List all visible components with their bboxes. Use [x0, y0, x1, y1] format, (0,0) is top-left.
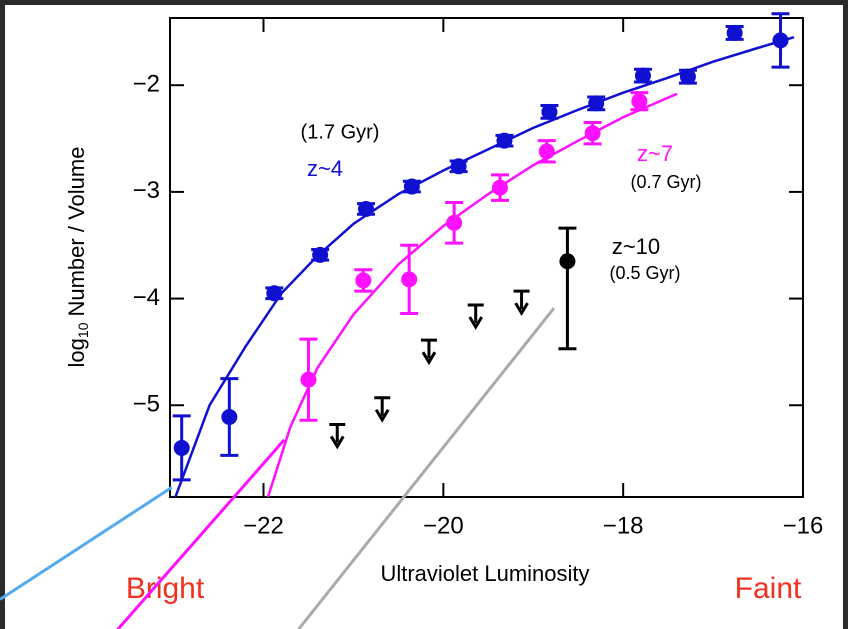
- x-tick-label: −20: [423, 512, 464, 539]
- data-point: [221, 408, 238, 425]
- data-point: [312, 246, 329, 263]
- y-tick-label: −3: [133, 177, 160, 204]
- x-tick-label: −18: [603, 512, 644, 539]
- plot-frame: [169, 17, 804, 498]
- y-label-log: log: [64, 338, 89, 367]
- data-point: [446, 214, 463, 231]
- data-point: [559, 253, 576, 270]
- data-point: [634, 67, 651, 84]
- x-tick-label: −22: [243, 512, 284, 539]
- data-point: [401, 271, 418, 288]
- extrapolation-line: [0, 486, 173, 601]
- data-point: [173, 439, 190, 456]
- extrapolation-line: [297, 307, 556, 629]
- annotation: z~10: [612, 234, 660, 259]
- panel: [5, 5, 843, 629]
- x-tick-label: −16: [783, 512, 824, 539]
- x-axis-label: Ultraviolet Luminosity: [380, 561, 589, 586]
- data-point: [679, 68, 696, 85]
- y-axis-label: log10 Number / Volume: [64, 147, 91, 368]
- data-point: [358, 200, 375, 217]
- upper-limit-head: [468, 316, 483, 330]
- annotation: (0.7 Gyr): [630, 172, 701, 192]
- y-label-sub: 10: [75, 322, 91, 338]
- data-point: [403, 178, 420, 195]
- data-point: [584, 125, 601, 142]
- data-point: [772, 32, 789, 49]
- data-point: [538, 143, 555, 160]
- data-point: [450, 158, 467, 175]
- data-point: [631, 93, 648, 110]
- data-point: [496, 132, 513, 149]
- data-point: [266, 285, 283, 302]
- y-tick-label: −4: [133, 284, 160, 311]
- annotation: (0.5 Gyr): [609, 263, 680, 283]
- annotation: (1.7 Gyr): [301, 121, 380, 143]
- annotation: Faint: [735, 572, 802, 605]
- upper-limit-head: [329, 435, 345, 450]
- y-tick-label: −2: [133, 71, 160, 98]
- extrapolation-line: [116, 438, 286, 629]
- y-tick-label: −5: [133, 391, 160, 418]
- upper-limit-head: [374, 409, 390, 423]
- y-label-rest: Number / Volume: [64, 147, 89, 317]
- data-point: [588, 95, 605, 112]
- data-point: [491, 179, 508, 196]
- annotation: z~4: [307, 156, 343, 181]
- data-point: [541, 103, 558, 120]
- upper-limit-head: [514, 302, 529, 317]
- data-point: [300, 371, 317, 388]
- upper-limit-head: [421, 351, 437, 366]
- data-point: [726, 24, 743, 41]
- annotation: z~7: [637, 141, 673, 166]
- data-point: [355, 272, 372, 289]
